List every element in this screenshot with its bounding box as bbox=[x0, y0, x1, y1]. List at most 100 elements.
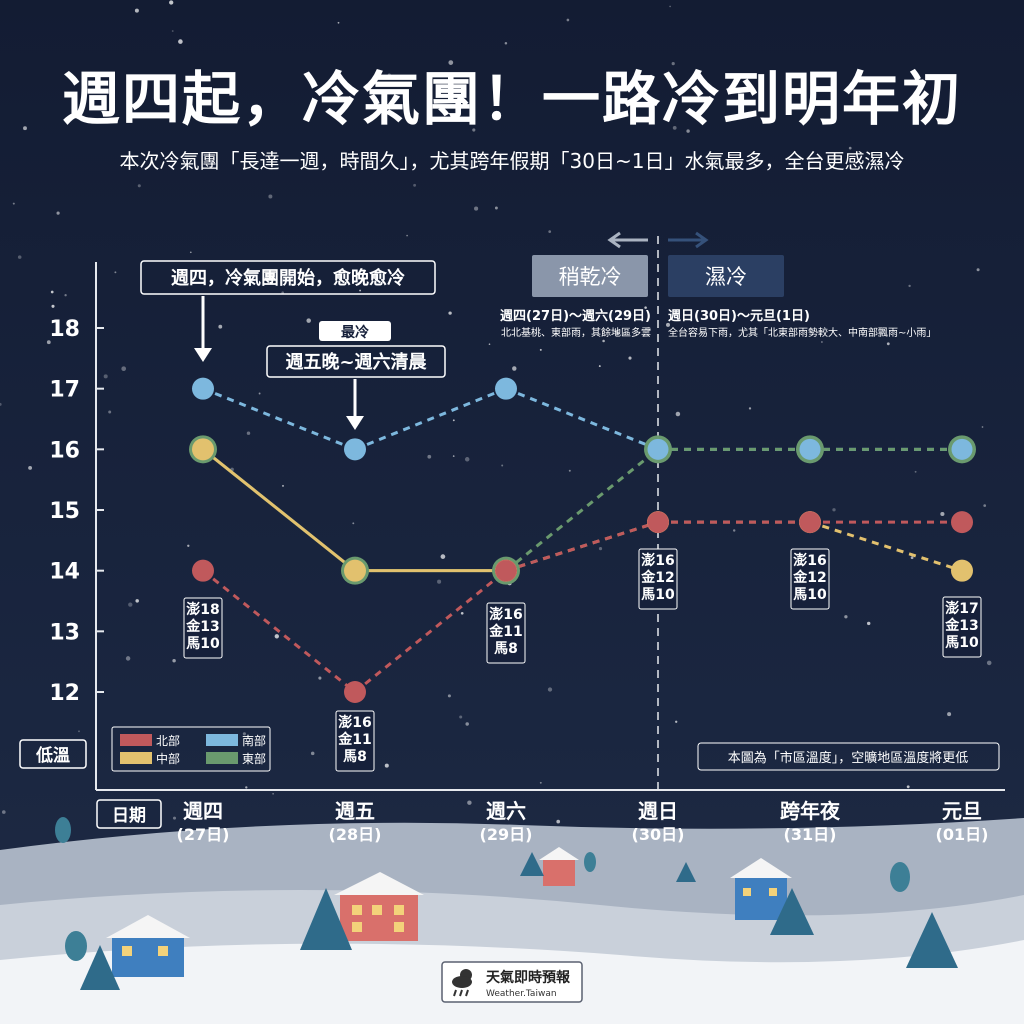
wet-label: 濕冷 bbox=[705, 265, 747, 289]
snowflake bbox=[281, 484, 285, 487]
island-temp-text: 馬8 bbox=[343, 749, 367, 765]
snowflake bbox=[986, 660, 992, 666]
y-tick-label: 17 bbox=[49, 378, 80, 403]
snowflake bbox=[832, 508, 836, 512]
period2-desc: 全台容易下雨，尤其「北東部雨勢較大、中南部飄雨~小雨」 bbox=[668, 326, 936, 339]
snowflake bbox=[983, 504, 987, 507]
arrow-down-icon bbox=[194, 296, 212, 362]
snowflake bbox=[268, 194, 273, 199]
x-axis-label: 日期 bbox=[112, 806, 146, 826]
snowflake bbox=[504, 41, 508, 45]
snowflake bbox=[64, 294, 67, 297]
point-中部-fill bbox=[192, 438, 214, 460]
house-blue-icon bbox=[106, 915, 190, 977]
y-tick-label: 18 bbox=[49, 317, 80, 342]
island-temp-text: 澎16 bbox=[338, 714, 371, 731]
snowflake bbox=[598, 365, 601, 368]
snowflake bbox=[78, 730, 80, 733]
snowflake bbox=[318, 676, 322, 680]
snowflake bbox=[615, 331, 620, 336]
snowflake bbox=[539, 781, 542, 784]
point-南部-fill bbox=[495, 378, 517, 400]
snowflakes bbox=[0, 0, 992, 830]
snowflake bbox=[623, 317, 626, 320]
island-temp-text: 澎16 bbox=[793, 552, 826, 569]
series-points bbox=[189, 377, 976, 703]
snowflake bbox=[633, 81, 636, 84]
snowflake bbox=[675, 411, 681, 417]
snowflake bbox=[908, 284, 911, 288]
snowflake bbox=[628, 356, 632, 360]
snowflake bbox=[172, 658, 176, 663]
snowflake bbox=[914, 470, 917, 473]
snowflake bbox=[135, 599, 139, 603]
snowflake bbox=[608, 117, 612, 121]
island-temp-text: 馬10 bbox=[186, 636, 220, 652]
snowflake bbox=[464, 457, 470, 462]
x-tick-label: 跨年夜 bbox=[780, 799, 841, 823]
dry-label: 稍乾冷 bbox=[559, 265, 622, 289]
snowflake bbox=[512, 366, 517, 371]
island-temp-text: 馬10 bbox=[641, 587, 675, 603]
legend-swatch bbox=[120, 752, 152, 764]
snowflake bbox=[125, 656, 131, 661]
legend-swatch bbox=[120, 734, 152, 746]
snowflake bbox=[547, 687, 553, 692]
brand-name: 天氣即時預報 bbox=[486, 969, 571, 986]
x-tick-label: 元旦 bbox=[942, 799, 982, 823]
legend-label: 東部 bbox=[242, 751, 266, 766]
snowflake bbox=[246, 431, 251, 435]
point-北部-fill bbox=[495, 560, 517, 582]
wet-label-box bbox=[668, 255, 784, 297]
x-tick-date: (27日) bbox=[177, 825, 230, 844]
snowflake bbox=[337, 21, 340, 24]
island-box bbox=[790, 548, 830, 610]
page-title: 週四起，冷氣團！一路冷到明年初 bbox=[61, 65, 962, 133]
point-南部-fill bbox=[344, 438, 366, 460]
legend-label: 北部 bbox=[156, 733, 180, 748]
snowflake bbox=[906, 785, 910, 789]
snowflake bbox=[171, 30, 174, 32]
x-tick-date: (29日) bbox=[480, 825, 533, 844]
snowflake bbox=[448, 60, 454, 65]
series-line-北部 bbox=[505, 520, 659, 573]
series-lines bbox=[202, 387, 963, 694]
snowflake bbox=[556, 819, 561, 824]
snowflake bbox=[501, 464, 504, 467]
point-北部-fill bbox=[344, 681, 366, 703]
snowflake bbox=[310, 751, 315, 756]
snowflake bbox=[886, 342, 890, 346]
snowflake bbox=[2, 810, 6, 814]
snowflake bbox=[306, 318, 311, 323]
x-tick-date: (30日) bbox=[632, 825, 685, 844]
island-box bbox=[486, 602, 526, 664]
island-box bbox=[183, 597, 223, 659]
snowflake bbox=[272, 792, 274, 795]
island-temp-text: 馬10 bbox=[793, 587, 827, 603]
snowflake bbox=[474, 206, 479, 211]
snowflake bbox=[488, 343, 491, 346]
series-line-北部 bbox=[354, 569, 507, 694]
period2-title: 週日(30日)～元旦(1日) bbox=[668, 309, 810, 324]
snowflake bbox=[452, 455, 455, 457]
round-tree-icon bbox=[55, 817, 910, 961]
snowflake bbox=[452, 419, 455, 422]
snowflake bbox=[910, 556, 914, 560]
snowflake bbox=[459, 715, 463, 719]
note-text: 本圖為「市區溫度」，空曠地區溫度將更低 bbox=[728, 750, 969, 766]
point-南部-fill bbox=[799, 438, 821, 460]
snowflake bbox=[539, 348, 542, 351]
x-tick-date: (31日) bbox=[784, 825, 837, 844]
snowflake bbox=[947, 712, 952, 717]
snowflake bbox=[387, 73, 391, 77]
snowflake bbox=[245, 786, 248, 789]
y-axis-label: 低溫 bbox=[35, 745, 70, 766]
brand-sub: Weather.Taiwan bbox=[486, 989, 557, 999]
snowflake bbox=[108, 410, 112, 414]
island-temp-text: 澎18 bbox=[186, 601, 219, 618]
snowflake bbox=[172, 816, 177, 820]
snowflake bbox=[437, 579, 442, 584]
series-line-北部 bbox=[202, 569, 356, 694]
